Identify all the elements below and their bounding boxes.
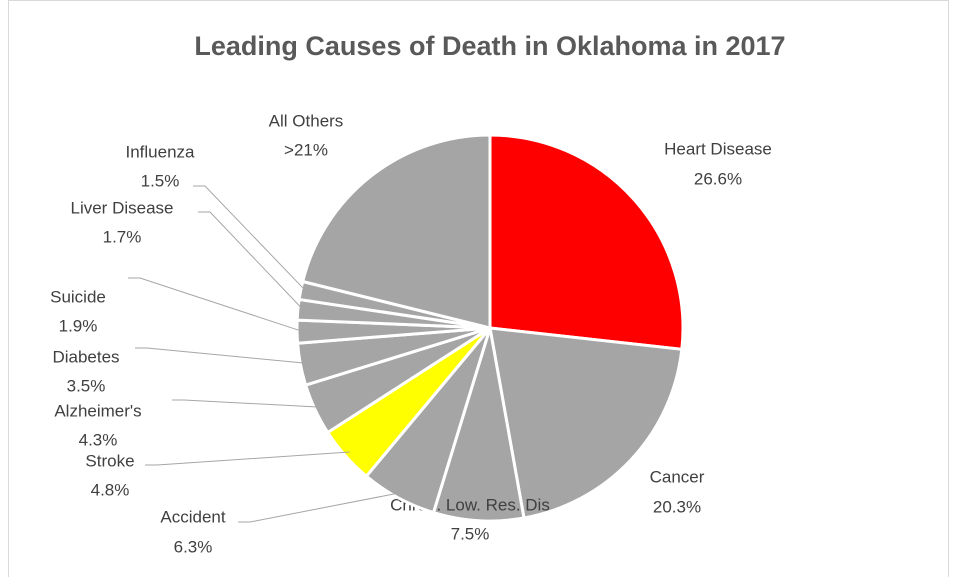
slice-value-label: 26.6% xyxy=(694,169,742,188)
slice-label: All Others xyxy=(269,111,344,130)
slice-label: Liver Disease xyxy=(71,198,174,217)
slice-value-label: 1.5% xyxy=(141,171,180,190)
slice-value-label: 7.5% xyxy=(451,524,490,543)
slice-value-label: 20.3% xyxy=(653,497,701,516)
slice-label: Suicide xyxy=(50,287,106,306)
slice-label: Heart Disease xyxy=(664,139,772,158)
leader-line xyxy=(145,451,350,466)
pie-slice xyxy=(488,326,684,520)
slice-label: Diabetes xyxy=(52,347,119,366)
leader-line xyxy=(238,492,401,523)
slice-value-label: 1.7% xyxy=(103,227,142,246)
leader-line xyxy=(128,277,303,333)
slice-value-label: 4.8% xyxy=(91,480,130,499)
slice-value-label: 4.3% xyxy=(79,430,118,449)
chart-frame xyxy=(8,0,949,577)
slice-label: Influenza xyxy=(126,142,196,161)
slice-label: Alzheimer's xyxy=(54,401,141,420)
chart-title: Leading Causes of Death in Oklahoma in 2… xyxy=(194,31,785,61)
slice-label: Cancer xyxy=(650,467,705,486)
leader-line xyxy=(193,185,307,292)
leader-line xyxy=(198,211,304,311)
slice-label: Accident xyxy=(160,507,225,526)
slice-value-label: 6.3% xyxy=(174,537,213,556)
leader-line xyxy=(172,399,321,408)
pie-slice xyxy=(488,133,685,351)
slice-label: Stroke xyxy=(85,451,134,470)
slice-value-label: 1.9% xyxy=(59,316,98,335)
slice-value-label: >21% xyxy=(284,140,328,159)
pie-slice xyxy=(300,133,492,330)
leader-line xyxy=(135,347,307,364)
slice-value-label: 3.5% xyxy=(67,376,106,395)
